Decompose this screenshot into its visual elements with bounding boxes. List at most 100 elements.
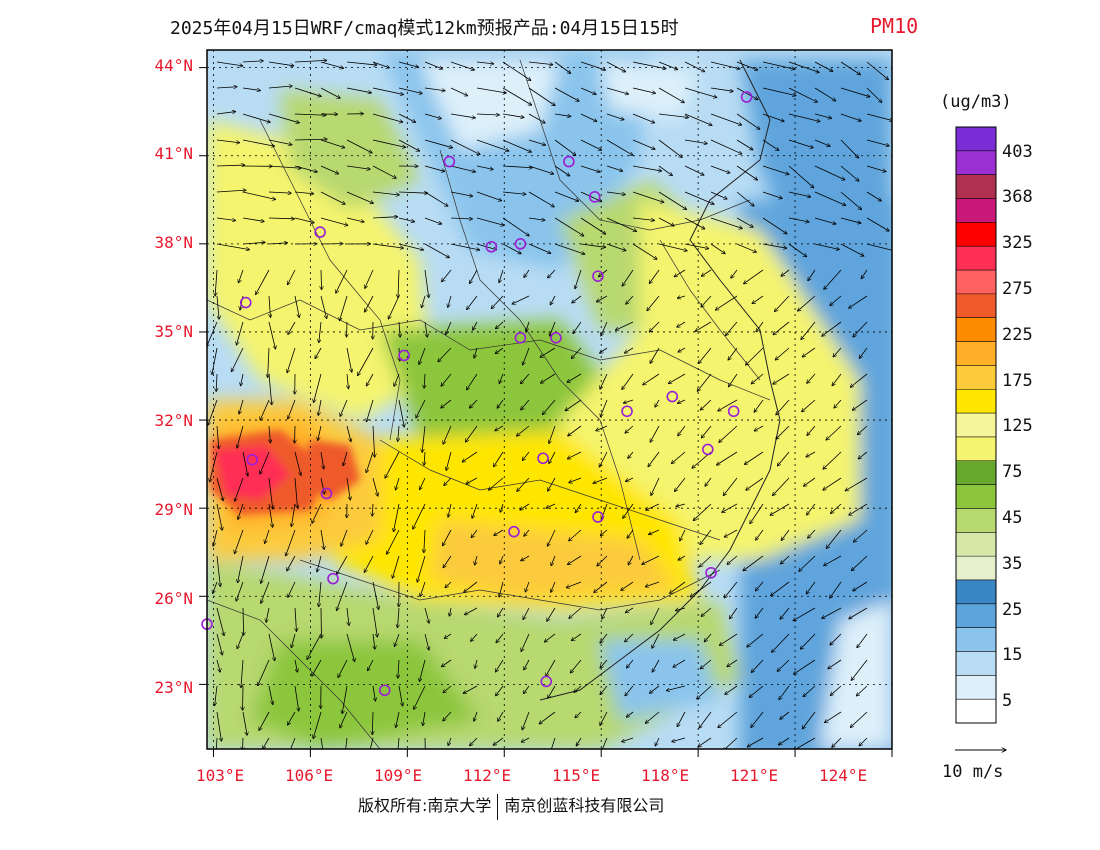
wind-vector [441, 659, 452, 667]
wind-vector [346, 139, 372, 153]
wind-vector [346, 425, 351, 442]
wind-vector [495, 321, 504, 329]
wind-vector [699, 555, 712, 567]
wind-vector [580, 113, 597, 122]
wind-vector [814, 113, 832, 118]
legend-unit: (ug/m3) [940, 92, 1012, 112]
wind-vector [473, 321, 478, 330]
wind-vector [493, 737, 504, 745]
wind-vector [388, 295, 400, 319]
wind-vector [294, 165, 317, 172]
wind-vector [256, 269, 270, 295]
wind-vector [398, 87, 422, 94]
wind-vector [216, 139, 240, 143]
wind-vector [715, 295, 738, 310]
wind-vector [216, 555, 220, 587]
wind-vector [471, 529, 478, 538]
wind-vector [372, 581, 379, 609]
wind-vector [678, 425, 686, 436]
wind-vector [469, 269, 478, 284]
city-marker [592, 511, 604, 523]
city-marker [702, 443, 714, 456]
wind-vector [341, 529, 348, 546]
wind-vector [756, 529, 764, 540]
wind-vector [551, 555, 556, 566]
wind-vector [567, 373, 582, 382]
wind-vector [259, 711, 270, 730]
wind-vector [658, 139, 682, 157]
wind-vector [268, 86, 292, 89]
wind-vector [575, 269, 582, 289]
wind-vector [666, 685, 686, 691]
wind-vector [474, 711, 478, 721]
wind-vector [778, 737, 790, 745]
wind-vector [788, 243, 807, 257]
legend-swatch [956, 341, 996, 366]
wind-vector [424, 321, 427, 337]
wind-vector [216, 87, 237, 88]
wind-vector [450, 243, 480, 250]
wind-vector [294, 139, 327, 140]
wind-vector [736, 87, 758, 100]
wind-vector [237, 633, 244, 649]
wind-vector [710, 61, 740, 69]
wind-vector [710, 217, 742, 229]
city-marker [727, 405, 740, 418]
wind-vector [684, 61, 705, 72]
wind-vector [317, 555, 322, 572]
wind-vector [243, 607, 244, 635]
wind-vector [710, 139, 742, 154]
wind-vector [570, 659, 582, 673]
wind-vector [606, 243, 626, 251]
wind-vector [442, 529, 452, 546]
wind-vector [751, 711, 764, 727]
wind-vector [554, 217, 584, 236]
wind-vector [814, 243, 839, 250]
wind-vector [399, 321, 400, 337]
legend-label-5: 5 [1002, 691, 1013, 711]
wind-vector [646, 503, 660, 510]
wind-vector [216, 190, 246, 193]
legend-swatch [956, 127, 996, 152]
wind-vector [736, 139, 753, 150]
copyright-footer: 版权所有:南京大学 南京创蓝科技有限公司 [358, 792, 664, 820]
wind-vector [215, 269, 218, 296]
wind-vector [632, 87, 655, 93]
wind-vector [318, 425, 322, 440]
wind-vector [263, 737, 270, 749]
wind-vector [580, 87, 596, 94]
wind-vector [398, 217, 415, 222]
wind-vector [726, 321, 738, 336]
wind-vector [499, 269, 504, 283]
wind-vector [476, 191, 502, 201]
wind-vector [216, 477, 223, 501]
wind-vector [625, 685, 634, 696]
wind-vector [216, 503, 222, 530]
wind-vector [853, 529, 868, 542]
wind-vector [268, 347, 269, 377]
legend-label-175: 175 [1002, 371, 1033, 391]
lon-label-115: 115°E [552, 766, 601, 785]
wind-vector [780, 555, 790, 564]
legend-swatch [956, 270, 996, 295]
wind-vector [600, 529, 608, 536]
lon-label-109: 109°E [374, 766, 423, 785]
wind-vector [212, 347, 218, 375]
wind-vector [622, 269, 634, 286]
wind-vector [372, 477, 378, 496]
wind-vector [237, 425, 244, 448]
wind-vector [320, 295, 327, 319]
wind-vector [287, 711, 296, 725]
wind-vector [495, 659, 504, 672]
wind-vector [386, 529, 400, 554]
wind-vector [710, 165, 730, 173]
wind-vector [724, 581, 738, 598]
wind-vector [684, 191, 714, 204]
wind-vector [645, 711, 660, 723]
wind-vector [623, 503, 634, 518]
wind-vector [268, 139, 292, 145]
lat-lon-grid [207, 50, 892, 749]
legend-label-325: 325 [1002, 233, 1033, 253]
wind-vector [464, 607, 478, 615]
wind-vector [464, 581, 478, 592]
